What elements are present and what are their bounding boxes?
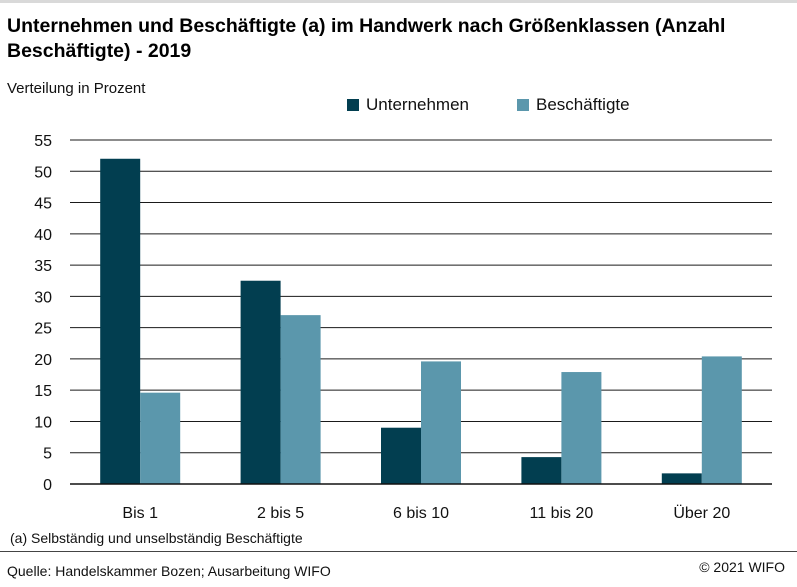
legend-swatch-beschaeftigte <box>517 99 530 111</box>
bar-beschäftigte-4 <box>701 356 742 484</box>
y-tick-label-50: 50 <box>34 164 52 181</box>
x-tick-label-1: 2 bis 5 <box>257 505 304 522</box>
legend-item-unternehmen: Unternehmen <box>347 95 469 115</box>
y-tick-label-25: 25 <box>34 321 52 338</box>
x-tick-label-0: Bis 1 <box>122 505 158 522</box>
y-tick-label-10: 10 <box>34 414 52 431</box>
y-tick-label-5: 5 <box>43 446 52 463</box>
bar-beschäftigte-0 <box>140 392 181 484</box>
y-tick-label-45: 45 <box>34 196 52 213</box>
x-tick-label-3: 11 bis 20 <box>530 505 594 522</box>
bar-unternehmen-3 <box>521 457 562 484</box>
legend-label-beschaeftigte: Beschäftigte <box>536 95 630 114</box>
y-tick-label-55: 55 <box>34 133 52 150</box>
bar-unternehmen-2 <box>381 427 421 484</box>
y-tick-label-20: 20 <box>34 352 52 369</box>
footer-divider <box>0 551 797 552</box>
y-axis-label: Verteilung in Prozent <box>7 80 146 97</box>
y-tick-label-30: 30 <box>34 289 52 306</box>
top-border <box>0 0 797 3</box>
y-tick-label-35: 35 <box>34 258 52 275</box>
x-tick-label-4: Über 20 <box>673 504 730 522</box>
legend-swatch-unternehmen <box>347 99 359 111</box>
bar-unternehmen-0 <box>100 158 141 484</box>
legend-label-unternehmen: Unternehmen <box>366 95 470 114</box>
legend: Unternehmen Beschäftigte <box>347 95 678 115</box>
x-tick-label-2: 6 bis 10 <box>393 505 449 522</box>
copyright: © 2021 WIFO <box>699 559 785 575</box>
bar-beschäftigte-2 <box>421 361 461 484</box>
legend-item-beschaeftigte: Beschäftigte <box>517 95 630 115</box>
y-tick-label-15: 15 <box>34 383 52 400</box>
bar-beschäftigte-3 <box>561 372 602 484</box>
bar-beschäftigte-1 <box>280 315 321 484</box>
y-tick-label-40: 40 <box>34 227 52 244</box>
footnote: (a) Selbständig und unselbständig Beschä… <box>10 530 303 546</box>
bar-unternehmen-1 <box>240 280 281 484</box>
source-note: Quelle: Handelskammer Bozen; Ausarbeitun… <box>7 563 331 579</box>
y-tick-label-0: 0 <box>43 477 52 494</box>
bar-unternehmen-4 <box>661 473 702 484</box>
bar-chart: 0 5 10 15 20 25 30 35 40 45 50 55 Bis 1 2 bis 5 6 bis … <box>34 133 772 522</box>
chart-title: Unternehmen und Beschäftigte (a) im Hand… <box>7 15 726 62</box>
